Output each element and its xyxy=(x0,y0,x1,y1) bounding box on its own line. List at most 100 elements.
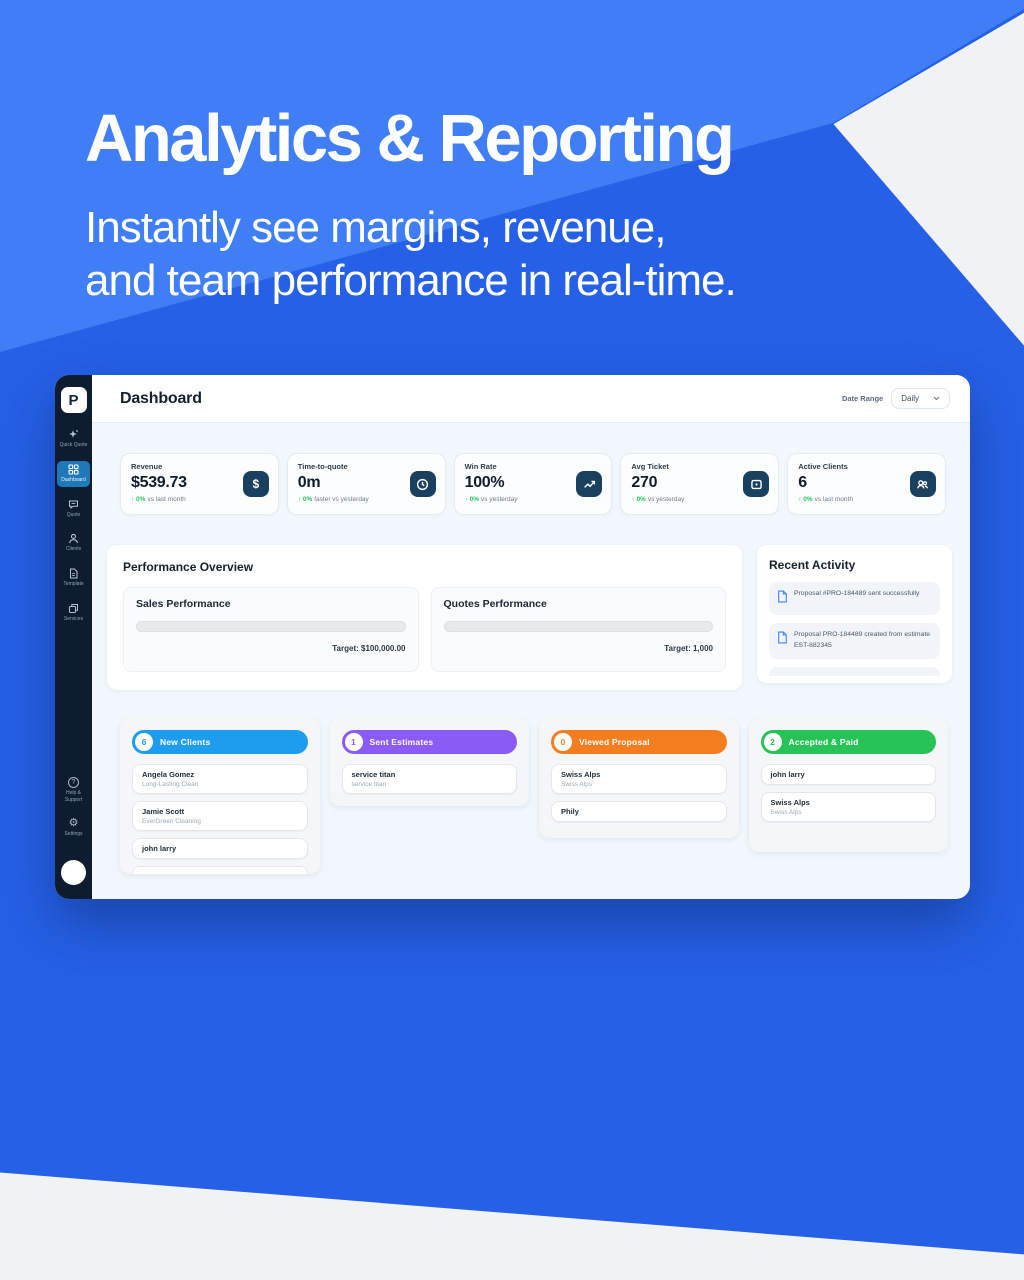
pipeline-card-partial xyxy=(132,866,308,874)
card-name: john larry xyxy=(142,844,177,853)
sidebar-item-label: Template xyxy=(63,581,84,587)
user-avatar[interactable] xyxy=(61,860,86,885)
grid-icon xyxy=(68,464,79,475)
pipeline-card[interactable]: Swiss Alps Swiss Alps xyxy=(760,792,936,822)
column-title: New Clients xyxy=(160,737,211,747)
page-header: Dashboard Date Range Daily xyxy=(92,375,970,423)
stat-label: Win Rate xyxy=(464,462,497,471)
hero-subtitle: Instantly see margins, revenue, and team… xyxy=(85,202,985,308)
middle-row: Performance Overview Sales Performance T… xyxy=(107,545,952,690)
stat-delta: ↑ 0% vs yesterday xyxy=(465,496,602,503)
column-count-badge: 0 xyxy=(554,733,572,751)
delta-suffix: vs last month xyxy=(147,496,186,503)
pipeline-card[interactable]: Phily xyxy=(551,801,727,822)
delta-suffix: vs yesterday xyxy=(647,496,685,503)
sales-performance-title: Sales Performance xyxy=(136,598,231,610)
document-icon xyxy=(68,568,79,579)
pipeline-card[interactable]: john larry xyxy=(132,838,308,859)
app-logo: P xyxy=(60,387,87,413)
sales-target: Target: $100,000.00 xyxy=(332,644,406,653)
quotes-performance-card: Quotes Performance Target: 1,000 xyxy=(430,587,726,672)
stat-value: 0m xyxy=(297,474,321,491)
pipeline-card[interactable]: Swiss Alps Swiss Alps xyxy=(551,764,727,794)
hero-title: Analytics & Reporting xyxy=(85,101,735,176)
help-icon: ? xyxy=(68,776,79,788)
activity-text: Proposal PRO-184489 created from estimat… xyxy=(794,631,931,649)
pipeline-card[interactable]: john larry xyxy=(760,764,936,785)
pipeline-card[interactable]: service titan service titan xyxy=(341,764,517,794)
sidebar-item-services[interactable]: Services xyxy=(57,600,90,626)
stats-row: Revenue $539.73 ↑ 0% vs last month $ Time… xyxy=(120,453,946,515)
performance-overview-panel: Performance Overview Sales Performance T… xyxy=(107,545,742,690)
column-header: 6 New Clients xyxy=(132,730,308,754)
quote-bubble-icon xyxy=(68,499,79,510)
column-header: 0 Viewed Proposal xyxy=(551,730,727,754)
stat-label: Time-to-quote xyxy=(297,462,348,471)
ticket-icon xyxy=(743,471,770,497)
recent-activity-title: Recent Activity xyxy=(769,558,856,572)
card-name: Angela Gomez xyxy=(142,770,195,779)
stat-delta: ↑ 0% vs yesterday xyxy=(631,496,768,503)
date-range-select[interactable]: Daily xyxy=(891,388,950,409)
date-range-group: Date Range Daily xyxy=(842,388,950,409)
stat-card-time-to-quote: Time-to-quote 0m ↑ 0% faster vs yesterday xyxy=(286,453,446,515)
dollar-icon: $ xyxy=(242,471,269,497)
delta-suffix: vs yesterday xyxy=(481,496,518,503)
sidebar-item-template[interactable]: Template xyxy=(57,565,90,591)
card-name: Swiss Alps xyxy=(561,770,601,779)
column-count-badge: 6 xyxy=(135,733,153,751)
sidebar-item-label: Settings xyxy=(64,831,83,838)
delta-value: ↑ 0% xyxy=(297,496,313,503)
stat-card-active-clients: Active Clients 6 ↑ 0% vs last month xyxy=(787,453,946,515)
stat-label: Avg Ticket xyxy=(631,462,669,471)
card-name: Phily xyxy=(561,807,579,816)
stat-value: 100% xyxy=(464,474,505,491)
sidebar-item-help-support[interactable]: ? Help & Support xyxy=(57,774,90,807)
sidebar-item-quote[interactable]: Quote xyxy=(57,496,90,522)
stat-value: 6 xyxy=(798,474,807,491)
document-icon xyxy=(777,630,788,652)
stat-card-win-rate: Win Rate 100% ↑ 0% vs yesterday xyxy=(453,453,613,515)
card-company: Long-Lasting Clean xyxy=(142,781,199,788)
stat-label: Revenue xyxy=(131,462,163,471)
pipeline-column-viewed-proposal: 0 Viewed Proposal Swiss Alps Swiss Alps … xyxy=(539,718,739,838)
column-title: Viewed Proposal xyxy=(579,737,650,747)
pipeline-card[interactable]: Angela Gomez Long-Lasting Clean xyxy=(132,764,308,794)
trend-up-icon xyxy=(576,471,603,497)
sidebar-item-label: Dashboard xyxy=(61,476,86,483)
pipeline-board: 6 New Clients Angela Gomez Long-Lasting … xyxy=(120,718,948,874)
column-title: Sent Estimates xyxy=(369,737,434,747)
column-count-badge: 2 xyxy=(763,733,782,751)
sidebar-item-dashboard[interactable]: Dashboard xyxy=(57,460,90,487)
hero-subtitle-line1: Instantly see margins, revenue, xyxy=(85,203,666,253)
sidebar-item-label: Help & Support xyxy=(64,789,83,803)
sales-progress-bar xyxy=(136,621,406,632)
stat-card-revenue: Revenue $539.73 ↑ 0% vs last month $ xyxy=(120,453,279,515)
chevron-down-icon xyxy=(933,394,940,403)
activity-text: Proposal #PRO-184489 sent successfully xyxy=(794,590,920,597)
card-company: EverGreen Cleaning xyxy=(142,818,201,825)
card-company: Swiss Alps xyxy=(770,809,802,816)
activity-item: Proposal PRO-184489 created from estimat… xyxy=(769,623,940,659)
sidebar-item-settings[interactable]: ⚙ Settings xyxy=(57,815,90,841)
sidebar-item-label: Quote xyxy=(66,511,81,518)
card-name: Jamie Scott xyxy=(142,807,185,816)
clock-icon xyxy=(409,471,436,497)
stat-label: Active Clients xyxy=(798,462,848,471)
quotes-performance-title: Quotes Performance xyxy=(443,598,547,610)
sidebar-item-clients[interactable]: Clients xyxy=(57,530,90,556)
delta-value: ↑ 0% xyxy=(798,496,813,503)
sales-performance-card: Sales Performance Target: $100,000.00 xyxy=(123,587,419,672)
date-range-label: Date Range xyxy=(841,394,884,403)
delta-value: ↑ 0% xyxy=(464,496,480,503)
sidebar-item-label: Services xyxy=(63,615,84,622)
gear-icon: ⚙ xyxy=(68,817,79,830)
date-range-value: Daily xyxy=(901,394,919,403)
column-title: Accepted & Paid xyxy=(788,737,859,747)
pipeline-card[interactable]: Jamie Scott EverGreen Cleaning xyxy=(132,801,308,831)
pipeline-column-accepted-paid: 2 Accepted & Paid john larry Swiss Alps … xyxy=(748,718,948,852)
stat-card-avg-ticket: Avg Ticket 270 ↑ 0% vs yesterday xyxy=(620,453,780,515)
stat-value: $539.73 xyxy=(131,474,187,491)
sidebar-item-quick-quote[interactable]: Quick Quote xyxy=(57,426,90,452)
column-header: 1 Sent Estimates xyxy=(341,730,517,754)
